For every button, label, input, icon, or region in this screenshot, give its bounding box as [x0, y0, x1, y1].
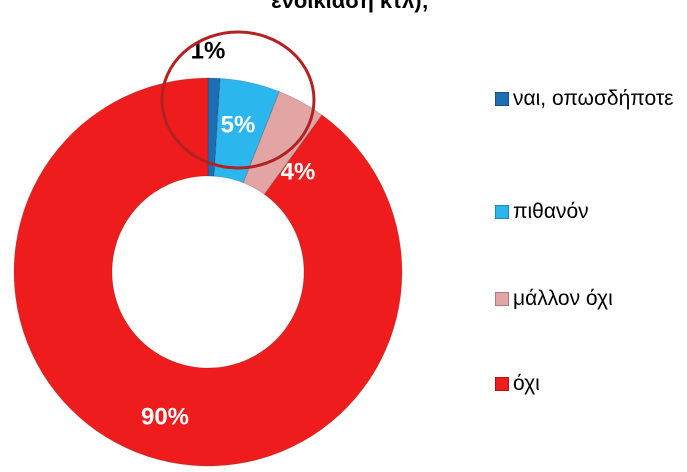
- legend-label: όχι: [513, 372, 540, 395]
- legend-swatch: [495, 205, 509, 219]
- legend-label: ναι, οπωσδήποτε: [513, 87, 674, 110]
- legend-swatch: [495, 377, 509, 391]
- legend-label: πιθανόν: [513, 200, 589, 223]
- data-label: 1%: [191, 37, 226, 64]
- legend-item: ναι, οπωσδήποτε: [495, 82, 685, 116]
- donut-segment: [213, 77, 281, 184]
- data-label: 5%: [221, 111, 256, 138]
- legend-item: όχι: [495, 367, 685, 401]
- legend-item: μάλλον όχι: [495, 282, 685, 316]
- donut-segment: [13, 77, 403, 467]
- legend-swatch: [495, 92, 509, 106]
- donut-segment: [242, 90, 323, 196]
- chart-title: ενοικίαση κτλ);: [271, 0, 429, 13]
- legend-label: μάλλον όχι: [513, 287, 613, 310]
- legend-swatch: [495, 292, 509, 306]
- data-label: 90%: [141, 403, 189, 430]
- highlight-circle: [160, 30, 316, 170]
- data-label: 4%: [281, 158, 316, 185]
- legend-item: πιθανόν: [495, 195, 685, 229]
